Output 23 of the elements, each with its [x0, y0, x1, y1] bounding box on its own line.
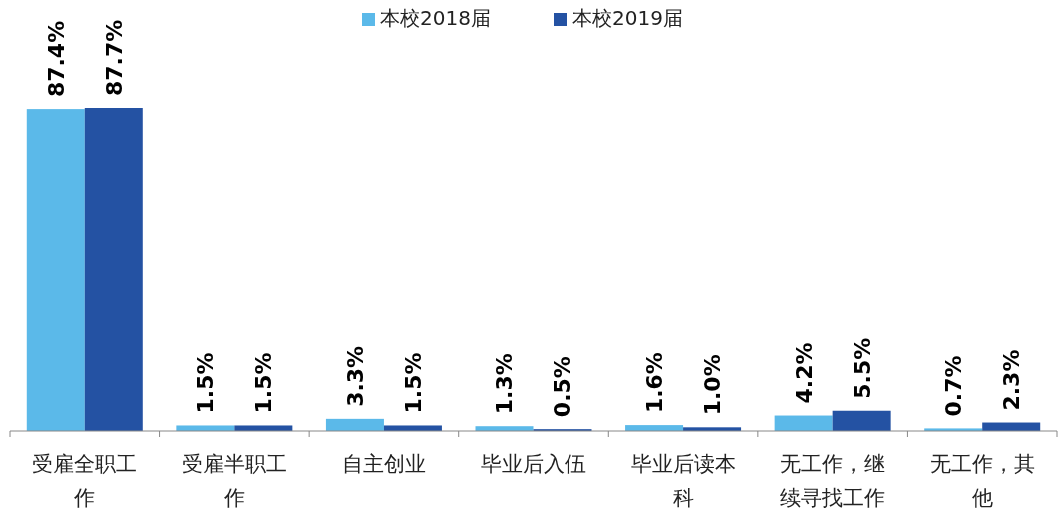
data-label: 87.4%: [43, 20, 69, 98]
data-label: 1.3%: [492, 353, 518, 415]
legend-label: 本校2018届: [380, 6, 491, 30]
data-label: 0.7%: [941, 355, 967, 417]
data-label: 1.0%: [700, 354, 726, 416]
data-label: 2.3%: [999, 349, 1025, 411]
data-label: 0.5%: [550, 356, 576, 418]
x-tick-label: 受雇半职工作: [181, 452, 287, 510]
x-tick-label: 无工作，其他: [929, 452, 1035, 510]
legend-label: 本校2019届: [572, 6, 683, 30]
x-tick-label: 自主创业: [341, 452, 426, 476]
x-tick-label: 无工作，继续寻找工作: [780, 452, 886, 510]
x-tick-label: 毕业后入伍: [481, 452, 586, 476]
data-label: 1.5%: [400, 352, 426, 414]
data-label: 1.5%: [193, 352, 219, 414]
data-label: 3.3%: [342, 345, 368, 407]
data-label: 4.2%: [791, 342, 817, 404]
x-tick-label: 毕业后读本科: [630, 452, 736, 510]
x-tick-label: 受雇全职工作: [32, 452, 138, 510]
data-label: 1.6%: [642, 352, 668, 414]
data-label: 5.5%: [849, 337, 875, 399]
data-label: 1.5%: [251, 352, 277, 414]
data-label: 87.7%: [101, 19, 127, 96]
